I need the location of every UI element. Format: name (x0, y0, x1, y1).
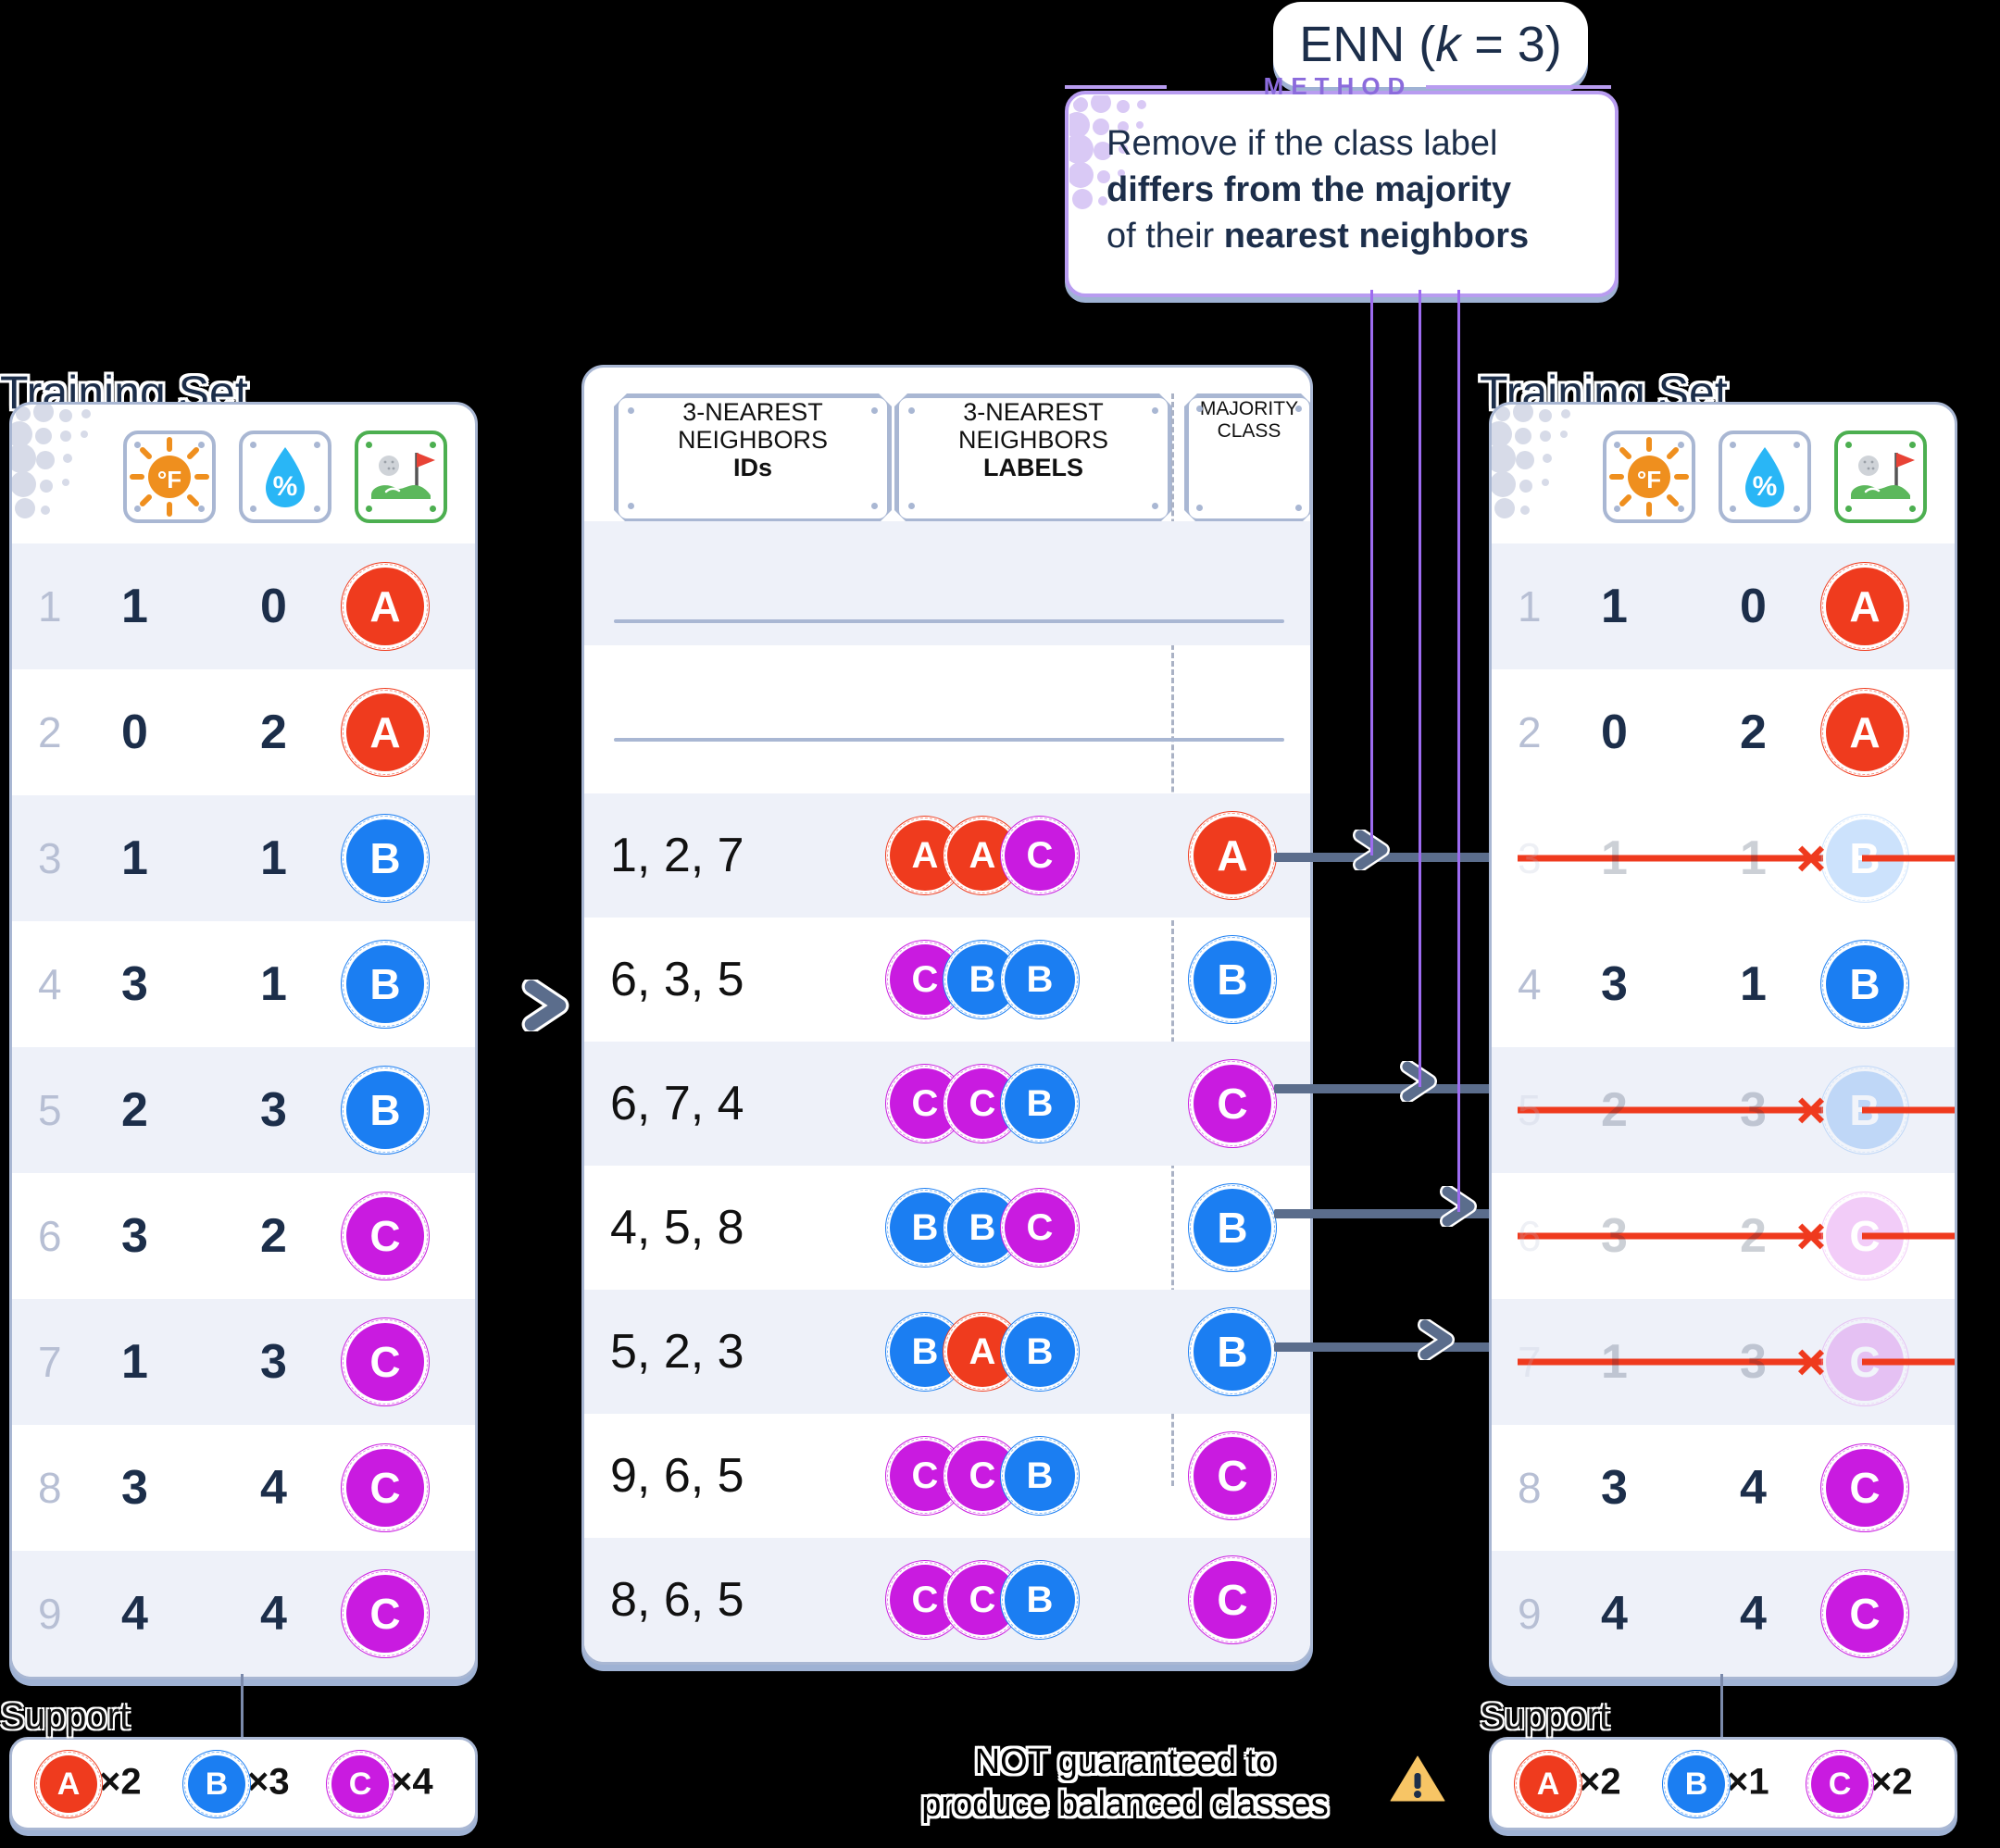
svg-text:°F: °F (1637, 466, 1661, 493)
svg-text:%: % (273, 471, 298, 502)
svg-text:°F: °F (157, 466, 181, 493)
svg-text:%: % (1753, 471, 1778, 502)
